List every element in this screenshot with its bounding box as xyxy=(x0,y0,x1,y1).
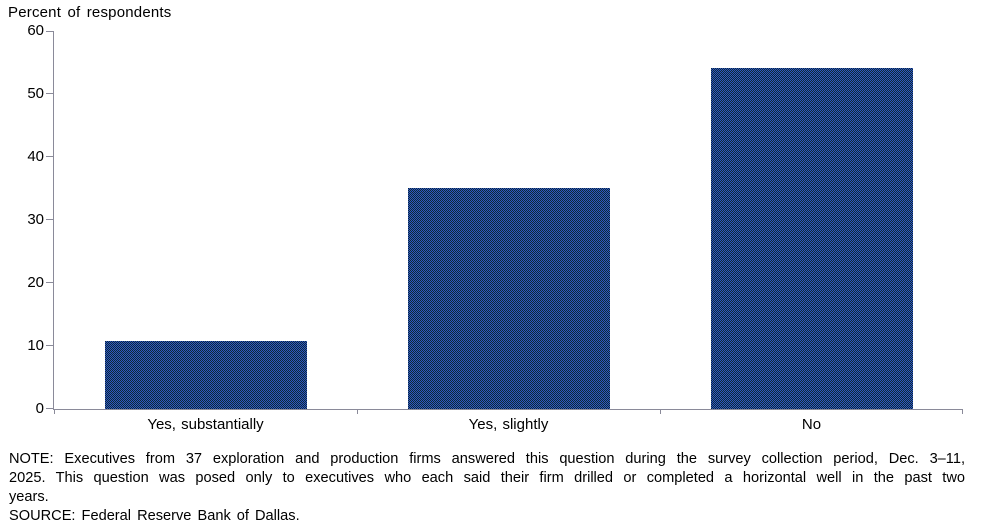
x-tick-mark xyxy=(357,409,358,414)
y-tick-mark xyxy=(46,345,53,346)
y-tick-mark xyxy=(46,156,53,157)
note-text: NOTE: Executives from 37 exploration and… xyxy=(9,451,965,505)
y-axis-title: Percent of respondents xyxy=(8,4,172,21)
y-tick-label: 10 xyxy=(27,337,44,354)
bar-3 xyxy=(711,68,913,409)
x-tick-mark xyxy=(962,409,963,414)
x-axis-category-label: Yes, slightly xyxy=(468,416,549,433)
footnote-block: NOTE: Executives from 37 exploration and… xyxy=(9,450,965,526)
y-tick-mark xyxy=(46,282,53,283)
x-axis-category-label: Yes, substantially xyxy=(147,416,264,433)
x-tick-mark xyxy=(54,409,55,414)
y-tick-label: 20 xyxy=(27,274,44,291)
source-text: SOURCE: Federal Reserve Bank of Dallas. xyxy=(9,508,300,524)
y-tick-label: 40 xyxy=(27,148,44,165)
y-tick-label: 0 xyxy=(35,400,44,417)
y-tick-mark xyxy=(46,219,53,220)
x-axis-category-label: No xyxy=(801,416,822,433)
y-tick-label: 30 xyxy=(27,211,44,228)
y-tick-mark xyxy=(46,408,53,409)
y-tick-label: 60 xyxy=(27,22,44,39)
plot-area: 0 10 20 30 40 50 60 Yes, substantially Yes, slig… xyxy=(27,23,963,433)
bar-1 xyxy=(105,341,307,409)
y-tick-mark xyxy=(46,31,53,32)
x-tick-mark xyxy=(660,409,661,414)
y-tick-label: 50 xyxy=(27,85,44,102)
y-tick-mark xyxy=(46,93,53,94)
bar-2 xyxy=(408,188,610,409)
